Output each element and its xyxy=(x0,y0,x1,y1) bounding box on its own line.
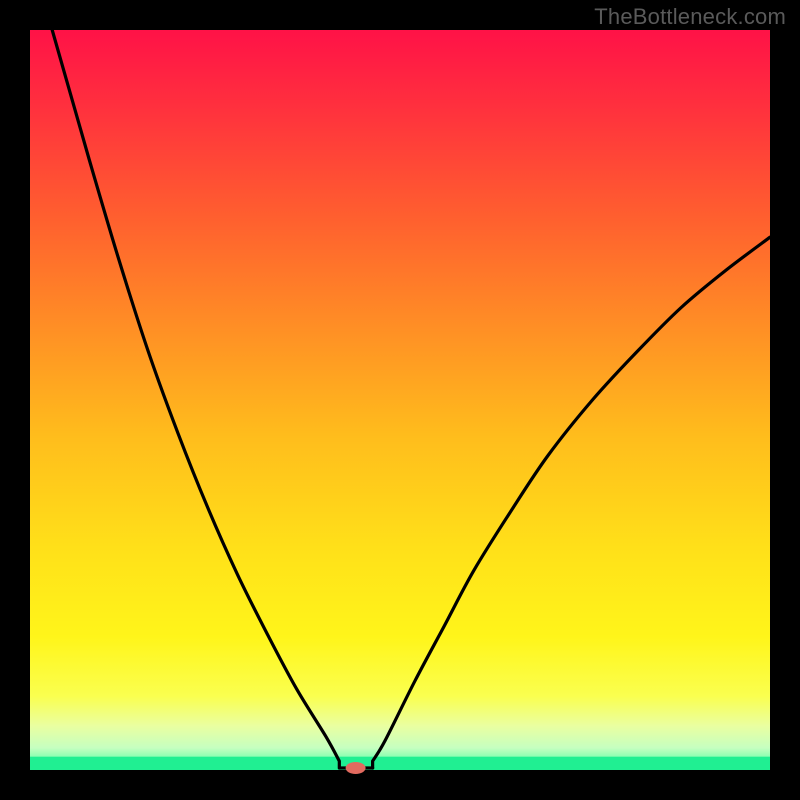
plot-background xyxy=(30,30,770,770)
optimum-marker xyxy=(346,762,366,774)
watermark-label: TheBottleneck.com xyxy=(594,4,786,30)
bottleneck-chart xyxy=(0,0,800,800)
green-floor xyxy=(30,757,770,770)
